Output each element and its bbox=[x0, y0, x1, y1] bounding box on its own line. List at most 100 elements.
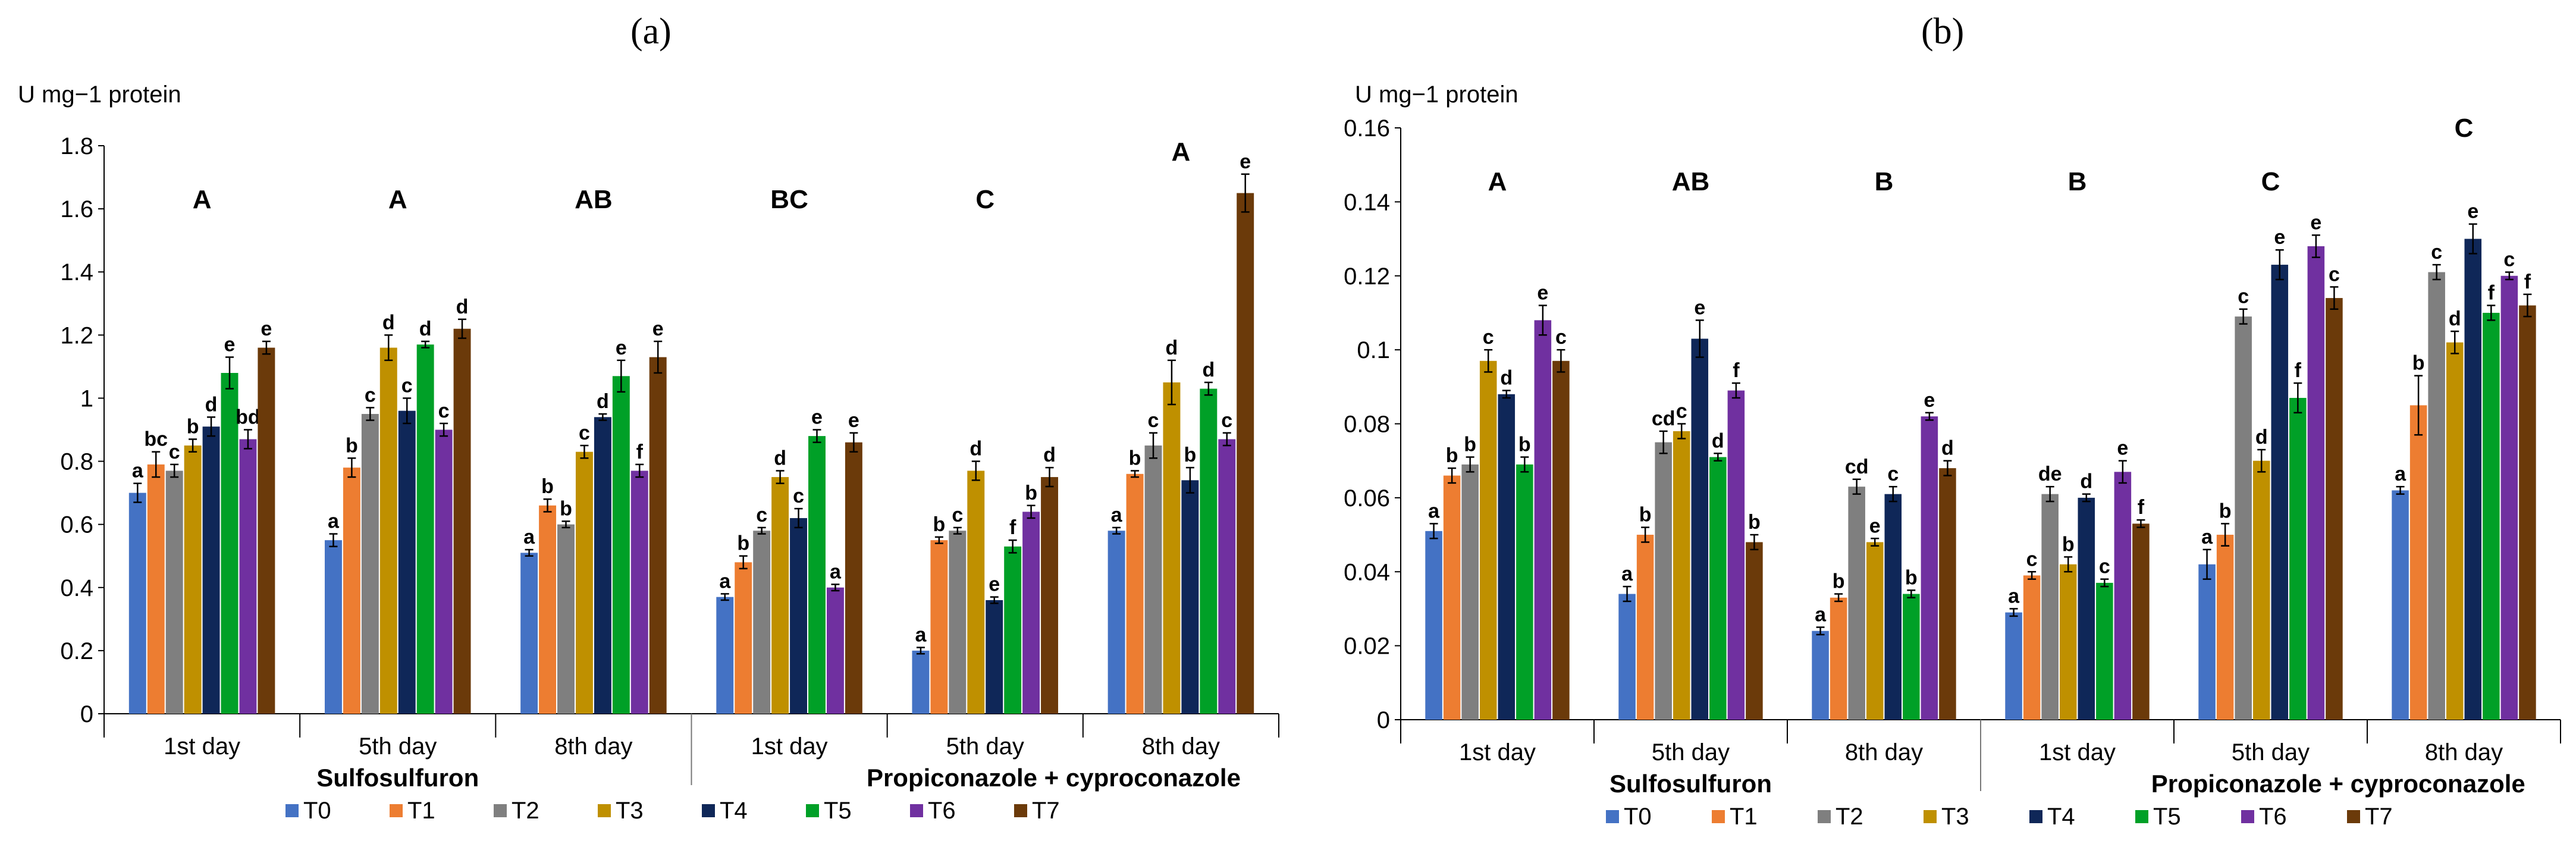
chart-a-legend-label: T3 bbox=[616, 798, 644, 824]
chart-b-ytick-label: 0.06 bbox=[1344, 485, 1390, 512]
chart-b-bar-T0 bbox=[2198, 564, 2216, 720]
chart-b-ytick-label: 0.08 bbox=[1344, 412, 1390, 438]
chart-b-bar-letter: c bbox=[2026, 548, 2038, 570]
chart-b-bar-T7 bbox=[2519, 305, 2536, 720]
chart-a-ytick-label: 0.6 bbox=[60, 512, 93, 538]
chart-b-bar-T7 bbox=[1746, 542, 1763, 720]
chart-a-bar-T6 bbox=[826, 587, 844, 714]
chart-a-group-letter: AB bbox=[575, 185, 613, 214]
chart-b-bar-letter: a bbox=[2201, 526, 2213, 548]
chart-a-bar-letter: d bbox=[1202, 359, 1215, 381]
chart-b-bar-letter: b bbox=[1518, 433, 1531, 456]
chart-b-bar-letter: d bbox=[1500, 367, 1513, 390]
chart-a-legend-swatch-T5 bbox=[806, 804, 819, 817]
chart-b-bar-letter: f bbox=[2295, 359, 2302, 382]
chart-a-bar-letter: bc bbox=[144, 428, 168, 451]
chart-b-bar-T6 bbox=[1727, 390, 1745, 720]
chart-a-legend-label: T5 bbox=[824, 798, 852, 824]
chart-a-bar-T3 bbox=[1163, 382, 1181, 714]
chart-a-legend-label: T2 bbox=[512, 798, 539, 824]
chart-a-legend-swatch-T0 bbox=[285, 804, 299, 817]
chart-a-bar-T2 bbox=[165, 470, 183, 714]
chart-b-bar-T3 bbox=[2252, 460, 2270, 720]
chart-a-bar-T3 bbox=[184, 445, 202, 714]
chart-b-legend-swatch-T5 bbox=[2135, 810, 2148, 823]
panel-label-a: (a) bbox=[630, 11, 672, 52]
chart-b-legend-label: T1 bbox=[1730, 804, 1758, 830]
chart-b-bar-letter: b bbox=[1905, 566, 1918, 589]
chart-a-bar-T4 bbox=[202, 426, 220, 714]
chart-b-bar-T3 bbox=[2059, 564, 2077, 720]
chart-b-legend-label: T2 bbox=[1835, 804, 1863, 830]
chart-a-bar-T0 bbox=[912, 650, 930, 714]
chart-a-bar-T4 bbox=[790, 518, 808, 714]
chart-a-bar-T1 bbox=[1126, 473, 1144, 714]
chart-b-legend-label: T0 bbox=[1624, 804, 1652, 830]
chart-a-xtick-label: 1st day bbox=[751, 733, 828, 760]
chart-b-bar-letter: a bbox=[2008, 585, 2020, 607]
chart-a-bar-T1 bbox=[147, 464, 165, 714]
chart-a-bar-T3 bbox=[575, 451, 593, 714]
chart-b-bar-letter: de bbox=[2038, 463, 2062, 485]
chart-a-bar-T1 bbox=[930, 540, 948, 714]
chart-b-bar-T7 bbox=[1552, 360, 1570, 720]
chart-a-ytick-label: 1.2 bbox=[60, 322, 93, 349]
chart-b-legend-label: T6 bbox=[2259, 804, 2287, 830]
chart-b-legend-label: T5 bbox=[2153, 804, 2181, 830]
chart-a-bar-letter: c bbox=[1148, 409, 1159, 432]
chart-b-bar-T1 bbox=[1443, 475, 1461, 720]
chart-a-bar-T7 bbox=[1041, 477, 1059, 714]
chart-a-bar-T0 bbox=[520, 553, 538, 714]
chart-b-xtick-label: 1st day bbox=[2039, 739, 2116, 765]
chart-a-bar-T6 bbox=[239, 439, 257, 714]
chart-b-bar-letter: d bbox=[2449, 308, 2461, 330]
chart-a-ytick-label: 1 bbox=[80, 385, 93, 412]
chart-a-legend-swatch-T1 bbox=[390, 804, 403, 817]
chart-b-xtick-label: 8th day bbox=[2425, 739, 2503, 765]
chart-b-bar-letter: c bbox=[1676, 400, 1687, 423]
chart-a-legend-swatch-T3 bbox=[598, 804, 611, 817]
chart-a-ytick-label: 0 bbox=[80, 701, 93, 727]
chart-b-bar-T5 bbox=[1903, 594, 1920, 720]
chart-a-ytick-label: 0.4 bbox=[60, 575, 93, 601]
chart-b-ytick-label: 0.04 bbox=[1344, 559, 1390, 585]
chart-b-bar-T3 bbox=[1866, 542, 1884, 720]
chart-b-bar-letter: e bbox=[2310, 211, 2321, 234]
chart-b-bar-T6 bbox=[2114, 472, 2132, 720]
chart-a-legend-swatch-T4 bbox=[702, 804, 715, 817]
chart-a-bar-letter: b bbox=[1129, 447, 1141, 469]
chart-b-bar-T1 bbox=[2023, 575, 2041, 720]
chart-b-legend-label: T4 bbox=[2047, 804, 2075, 830]
chart-b-bar-letter: d bbox=[2080, 470, 2092, 493]
chart-a-legend-swatch-T6 bbox=[910, 804, 923, 817]
chart-b-bar-letter: a bbox=[2395, 463, 2406, 485]
chart-b-bar-T0 bbox=[1425, 531, 1442, 720]
chart-a-ytick-label: 1.4 bbox=[60, 259, 93, 285]
chart-a-bar-T2 bbox=[361, 413, 379, 714]
chart-a-bar-letter: c bbox=[438, 400, 450, 422]
chart-a-bar-T2 bbox=[1144, 445, 1162, 714]
chart-b-bar-T6 bbox=[2307, 246, 2325, 720]
chart-b-bar-letter: b bbox=[2062, 533, 2075, 556]
chart-b-group-letter: C bbox=[2455, 114, 2474, 143]
chart-b-bar-letter: c bbox=[1887, 463, 1899, 485]
chart-a-bar-letter: d bbox=[382, 311, 395, 334]
chart-a-bar-T4 bbox=[398, 410, 416, 714]
chart-a-ytick-label: 1.6 bbox=[60, 196, 93, 222]
chart-a-bar-T7 bbox=[1237, 193, 1254, 714]
chart-a-bar-letter: d bbox=[456, 296, 469, 318]
chart-b-legend-swatch-T4 bbox=[2029, 810, 2042, 823]
chart-a-legend-label: T7 bbox=[1032, 798, 1060, 824]
chart-b-group-letter: B bbox=[1875, 167, 1894, 196]
chart-b-bar-T2 bbox=[2428, 272, 2445, 720]
chart-b-legend-label: T3 bbox=[1941, 804, 1969, 830]
chart-b-bar-T2 bbox=[1461, 464, 1479, 720]
chart-b-xtick-label: 8th day bbox=[1845, 739, 1923, 765]
chart-a-bar-letter: d bbox=[774, 447, 786, 469]
chart-b-bar-T1 bbox=[2409, 405, 2427, 720]
chart-a-group-letter: A bbox=[1172, 137, 1191, 167]
chart-a-bar-letter: a bbox=[915, 624, 927, 647]
chart-b-bar-letter: c bbox=[2503, 249, 2515, 271]
chart-b-bar-letter: b bbox=[1446, 444, 1458, 467]
chart-b-bar-T4 bbox=[2464, 239, 2482, 720]
